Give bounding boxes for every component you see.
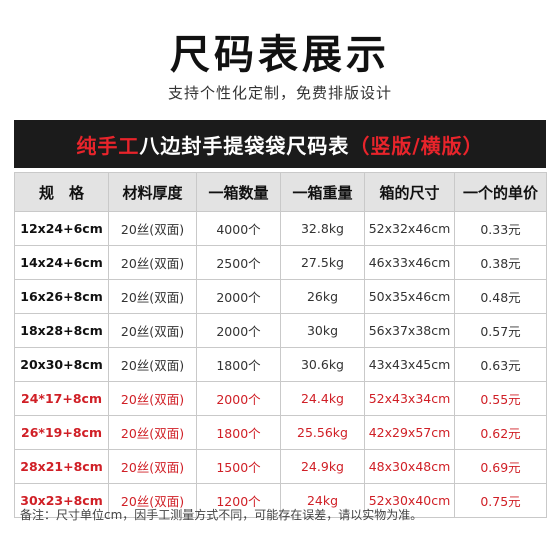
cell-weight: 24kg [280, 483, 365, 518]
cell-box-size: 42x29x57cm [364, 415, 455, 450]
table-row: 18x28+8cm 20丝(双面) 2000个 30kg 56x37x38cm 0.57元 [14, 313, 547, 348]
banner-red-text: 纯手工 [76, 133, 140, 158]
cell-spec: 14x24+6cm [14, 245, 109, 280]
header-unit-price: 一个的单价 [454, 172, 547, 212]
cell-box-size: 56x37x38cm [364, 313, 455, 348]
cell-box-size: 52x32x46cm [364, 211, 455, 246]
header-qty: 一箱数量 [196, 172, 281, 212]
page-subtitle: 支持个性化定制，免费排版设计 [167, 84, 392, 102]
cell-qty: 1800个 [196, 415, 281, 450]
cell-qty: 2500个 [196, 245, 281, 280]
banner-orientation-text: （竖版/横版） [349, 133, 484, 158]
header-thickness: 材料厚度 [108, 172, 197, 212]
cell-thickness: 20丝(双面) [108, 279, 197, 314]
cell-unit-price: 0.33元 [454, 211, 547, 246]
table-row: 26*19+8cm 20丝(双面) 1800个 25.56kg 42x29x57cm 0.… [14, 415, 547, 450]
table-banner: 纯手工 八边封手提袋袋尺码表 （竖版/横版） [14, 120, 546, 168]
cell-weight: 24.9kg [280, 449, 365, 484]
cell-thickness: 20丝(双面) [108, 313, 197, 348]
cell-box-size: 46x33x46cm [364, 245, 455, 280]
cell-spec: 12x24+6cm [14, 211, 109, 246]
cell-weight: 26kg [280, 279, 365, 314]
cell-qty: 2000个 [196, 279, 281, 314]
cell-box-size: 52x43x34cm [364, 381, 455, 416]
cell-thickness: 20丝(双面) [108, 245, 197, 280]
cell-spec: 28x21+8cm [14, 449, 109, 484]
cell-unit-price: 0.63元 [454, 347, 547, 382]
cell-thickness: 20丝(双面) [108, 211, 197, 246]
cell-qty: 4000个 [196, 211, 281, 246]
cell-weight: 30.6kg [280, 347, 365, 382]
table-row: 28x21+8cm 20丝(双面) 1500个 24.9kg 48x30x48cm 0.6… [14, 449, 547, 484]
table-row: 24*17+8cm 20丝(双面) 2000个 24.4kg 52x43x34cm 0.5… [14, 381, 547, 416]
cell-unit-price: 0.57元 [454, 313, 547, 348]
cell-box-size: 43x43x45cm [364, 347, 455, 382]
table-row: 30x23+8cm 20丝(双面) 1200个 24kg 52x30x40cm 0.75元 [14, 483, 547, 518]
cell-unit-price: 0.69元 [454, 449, 547, 484]
cell-unit-price: 0.55元 [454, 381, 547, 416]
cell-unit-price: 0.48元 [454, 279, 547, 314]
cell-qty: 2000个 [196, 381, 281, 416]
cell-spec: 18x28+8cm [14, 313, 109, 348]
cell-weight: 27.5kg [280, 245, 365, 280]
cell-box-size: 50x35x46cm [364, 279, 455, 314]
cell-weight: 24.4kg [280, 381, 365, 416]
banner-white-text: 八边封手提袋袋尺码表 [139, 133, 350, 158]
cell-unit-price: 0.75元 [454, 483, 547, 518]
cell-spec: 26*19+8cm [14, 415, 109, 450]
cell-weight: 30kg [280, 313, 365, 348]
header-weight: 一箱重量 [280, 172, 365, 212]
cell-weight: 32.8kg [280, 211, 365, 246]
page-title: 尺码表展示 [170, 32, 390, 78]
table-row: 14x24+6cm 20丝(双面) 2500个 27.5kg 46x33x46cm 0.3… [14, 245, 547, 280]
cell-qty: 1500个 [196, 449, 281, 484]
cell-thickness: 20丝(双面) [108, 347, 197, 382]
cell-unit-price: 0.62元 [454, 415, 547, 450]
cell-thickness: 20丝(双面) [108, 483, 197, 518]
cell-spec: 20x30+8cm [14, 347, 109, 382]
cell-spec: 16x26+8cm [14, 279, 109, 314]
table-header-row: 规 格 材料厚度 一箱数量 一箱重量 箱的尺寸 一个的单价 [14, 172, 547, 212]
header-spec: 规 格 [14, 172, 109, 212]
footnote: 备注：尺寸单位cm，因手工测量方式不同，可能存在误差，请以实物为准。 [20, 508, 423, 522]
size-table: 规 格 材料厚度 一箱数量 一箱重量 箱的尺寸 一个的单价 12x24+6cm 2… [14, 172, 547, 518]
cell-thickness: 20丝(双面) [108, 415, 197, 450]
cell-unit-price: 0.38元 [454, 245, 547, 280]
cell-weight: 25.56kg [280, 415, 365, 450]
cell-spec: 24*17+8cm [14, 381, 109, 416]
table-row: 12x24+6cm 20丝(双面) 4000个 32.8kg 52x32x46cm 0.3… [14, 211, 547, 246]
cell-thickness: 20丝(双面) [108, 381, 197, 416]
cell-spec: 30x23+8cm [14, 483, 109, 518]
cell-qty: 1800个 [196, 347, 281, 382]
cell-thickness: 20丝(双面) [108, 449, 197, 484]
table-row: 20x30+8cm 20丝(双面) 1800个 30.6kg 43x43x45cm 0.6… [14, 347, 547, 382]
cell-box-size: 48x30x48cm [364, 449, 455, 484]
table-row: 16x26+8cm 20丝(双面) 2000个 26kg 50x35x46cm 0.48元 [14, 279, 547, 314]
header-box-size: 箱的尺寸 [364, 172, 455, 212]
cell-qty: 2000个 [196, 313, 281, 348]
